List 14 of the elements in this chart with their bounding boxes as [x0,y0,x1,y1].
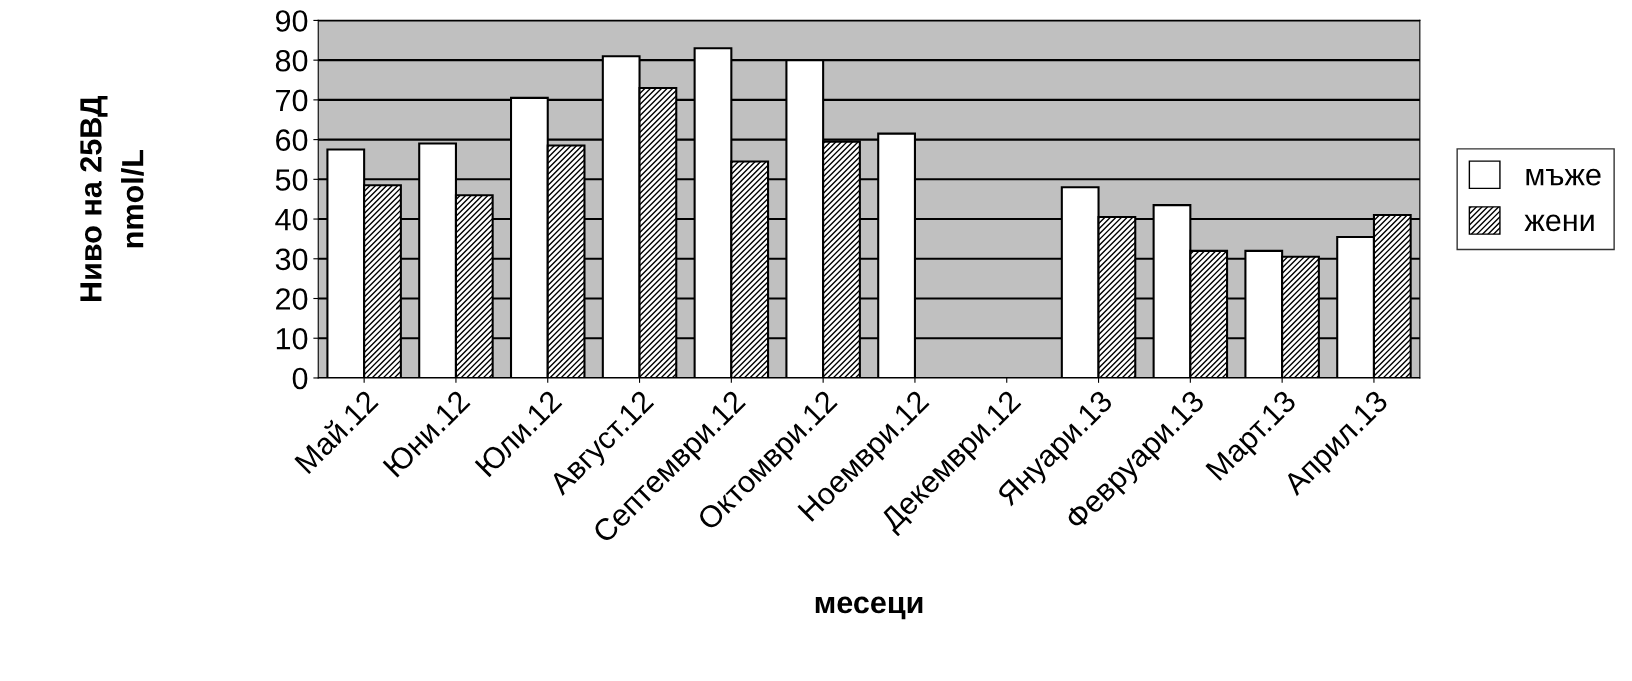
y-tick-label: 40 [275,208,308,231]
legend-label: жени [1524,214,1594,232]
y-tick-label: 10 [276,327,308,350]
y-tick-label: 0 [292,367,308,390]
y-axis-title: Ниво на 25ВД nmol/L [80,95,144,301]
y-tick-label: 60 [276,129,308,151]
y-tick-label: 80 [275,49,308,72]
x-axis-title: месеци [815,596,923,620]
y-tick-label: 50 [275,169,308,191]
y-tick-label: 90 [275,10,308,32]
y-tick-label: 20 [276,288,308,310]
y-tick-label: 70 [276,89,308,112]
y-tick-label: 30 [275,248,308,271]
legend-label: мъже [1526,168,1601,186]
